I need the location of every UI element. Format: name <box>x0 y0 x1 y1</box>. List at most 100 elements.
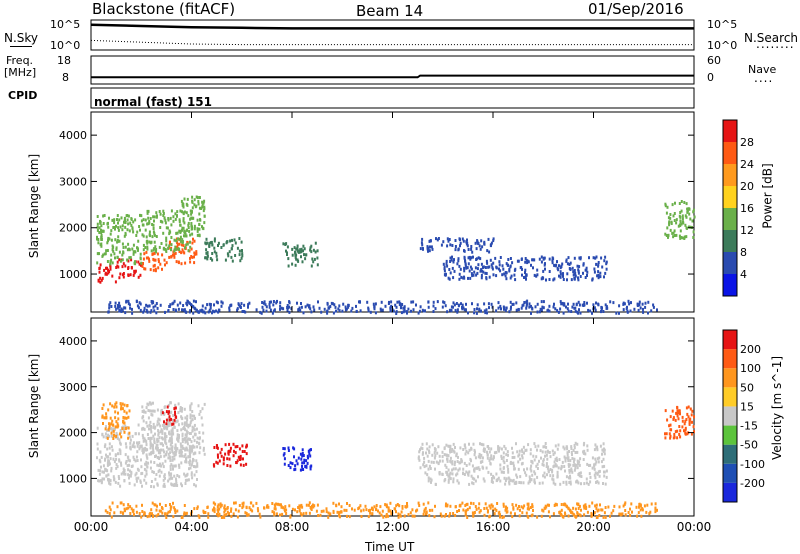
velocity-cell <box>171 458 174 462</box>
velocity-cell <box>566 451 569 455</box>
velocity-cell <box>503 476 506 480</box>
power-cell <box>599 271 602 275</box>
velocity-cell <box>449 444 452 448</box>
velocity-cell <box>112 433 115 437</box>
power-cell <box>473 308 476 311</box>
velocity-cell <box>576 512 579 516</box>
velocity-cell <box>229 464 232 468</box>
power-cell <box>268 303 271 306</box>
power-cell <box>574 309 577 313</box>
velocity-cell <box>236 459 239 463</box>
velocity-cell <box>690 413 693 417</box>
power-cell <box>450 305 453 309</box>
velocity-cell <box>156 420 159 424</box>
power-cell <box>475 247 478 251</box>
velocity-cell <box>445 443 448 447</box>
power-cell <box>142 310 145 314</box>
velocity-cell <box>164 440 167 444</box>
power-cell <box>584 276 587 279</box>
velocity-cell <box>307 456 309 460</box>
power-cell <box>180 251 183 255</box>
velocity-cell <box>586 448 589 452</box>
velocity-cell <box>560 513 563 517</box>
velocity-cell <box>164 504 167 507</box>
velocity-cell <box>429 467 432 470</box>
power-cell <box>220 246 223 249</box>
velocity-cell <box>152 485 155 489</box>
velocity-cell <box>170 476 172 480</box>
velocity-cell <box>228 442 231 446</box>
velocity-cell <box>521 450 524 454</box>
power-cell <box>489 258 492 262</box>
power-cell <box>220 300 223 304</box>
power-cell <box>347 303 350 307</box>
velocity-cell <box>109 402 112 406</box>
velocity-cell <box>218 507 221 511</box>
power-cell <box>111 218 114 222</box>
velocity-cell <box>534 472 537 476</box>
velocity-cell <box>111 419 114 423</box>
power-cell <box>380 308 383 312</box>
power-cell <box>118 239 121 243</box>
velocity-cell <box>217 455 219 459</box>
velocity-cell <box>123 409 126 413</box>
velocity-cell <box>168 455 171 459</box>
velocity-cell <box>170 435 173 439</box>
velocity-cell <box>575 514 578 518</box>
power-cell <box>171 302 174 306</box>
power-cell <box>231 238 233 242</box>
power-cell <box>323 307 326 311</box>
velocity-cell <box>528 475 531 479</box>
power-cell <box>508 267 511 271</box>
power-cell <box>286 304 289 307</box>
velocity-cell <box>219 505 222 509</box>
power-cell <box>131 311 134 315</box>
power-cell <box>395 310 398 314</box>
velocity-cell <box>601 452 603 456</box>
velocity-cell <box>132 455 135 459</box>
velocity-cell <box>138 447 141 451</box>
power-cell <box>403 305 406 309</box>
power-cell <box>311 257 314 261</box>
power-cell <box>464 263 467 267</box>
power-cell <box>573 269 576 272</box>
velocity-cell <box>159 509 162 513</box>
power-cell <box>514 278 517 282</box>
velocity-cell <box>212 463 215 467</box>
velocity-cell <box>155 473 158 476</box>
power-cell <box>576 264 579 268</box>
velocity-cell <box>536 448 538 452</box>
velocity-cell <box>127 473 130 477</box>
velocity-cell <box>687 405 690 409</box>
velocity-cell <box>467 451 470 455</box>
velocity-cell <box>154 477 157 481</box>
velocity-cell <box>307 449 310 453</box>
velocity-cell <box>157 432 160 435</box>
power-cell <box>303 247 306 251</box>
velocity-cell <box>234 445 237 449</box>
velocity-cell <box>300 457 303 461</box>
power-cell <box>146 209 149 213</box>
velocity-cell <box>455 454 458 458</box>
power-cell <box>182 244 185 248</box>
velocity-cell <box>536 475 539 479</box>
velocity-cell <box>176 474 179 477</box>
velocity-cell <box>149 442 152 445</box>
velocity-cell <box>568 481 571 484</box>
velocity-cell <box>685 418 688 421</box>
velocity-cell <box>506 450 509 454</box>
velocity-cell <box>287 464 290 467</box>
velocity-cell <box>164 459 167 463</box>
power-cell <box>618 304 621 308</box>
velocity-cell <box>673 435 676 439</box>
power-cell <box>302 244 305 248</box>
velocity-cell <box>158 436 161 440</box>
power-cell <box>126 228 129 232</box>
nsky-label: N.Sky <box>4 31 39 45</box>
power-cell <box>638 300 641 304</box>
power-cell <box>154 245 157 249</box>
power-cell <box>488 265 491 269</box>
velocity-cell <box>589 480 592 484</box>
velocity-cell <box>142 419 145 423</box>
velocity-cell <box>123 430 126 434</box>
